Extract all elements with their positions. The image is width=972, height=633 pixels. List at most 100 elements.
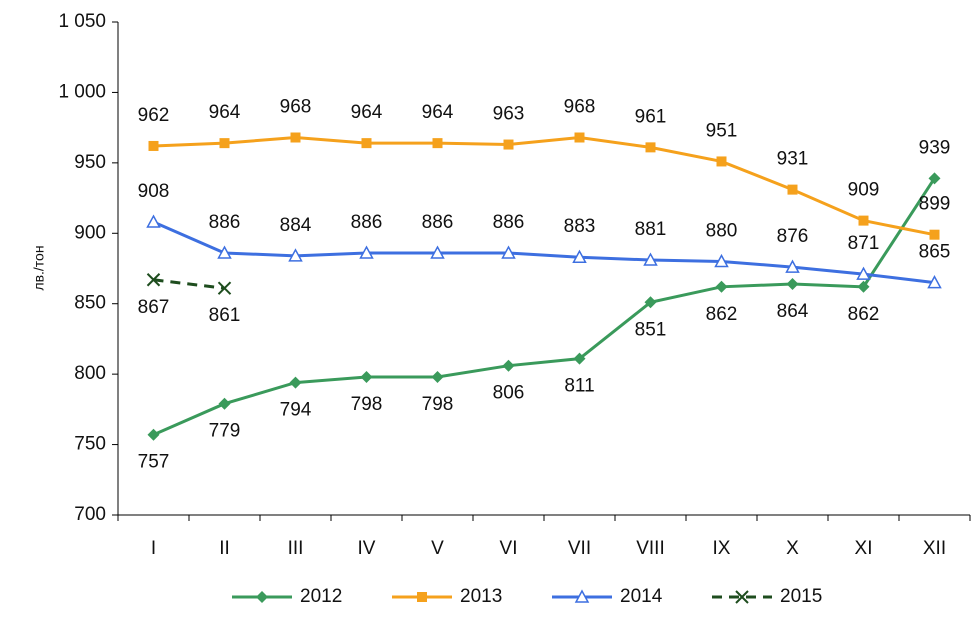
data-label: 881 xyxy=(635,219,667,240)
x-tick-label: XI xyxy=(855,538,873,559)
point xyxy=(432,138,443,149)
point xyxy=(146,214,161,228)
point xyxy=(217,245,232,259)
series-line xyxy=(153,278,225,290)
point xyxy=(574,589,590,603)
y-tick-label: 900 xyxy=(74,222,106,243)
point xyxy=(146,273,161,287)
data-label: 798 xyxy=(422,394,454,415)
data-label: 931 xyxy=(777,149,809,170)
data-label: 884 xyxy=(280,215,312,236)
data-label: 899 xyxy=(919,194,951,215)
point xyxy=(574,132,585,143)
data-label: 867 xyxy=(138,297,170,318)
point xyxy=(289,376,302,389)
point xyxy=(644,296,657,309)
data-label: 886 xyxy=(209,212,241,233)
x-tick-label: III xyxy=(288,538,304,559)
y-tick-label: 800 xyxy=(74,363,106,384)
point xyxy=(787,184,798,195)
x-tick-label: XII xyxy=(923,538,946,559)
point xyxy=(360,370,373,383)
data-label: 864 xyxy=(777,301,809,322)
point xyxy=(786,277,799,290)
point xyxy=(148,140,159,151)
y-tick-label: 1 000 xyxy=(58,81,106,102)
data-label: 880 xyxy=(706,220,738,241)
data-label: 779 xyxy=(209,421,241,442)
point xyxy=(715,280,728,293)
data-label: 968 xyxy=(280,97,312,118)
point xyxy=(503,139,514,150)
point xyxy=(572,249,587,263)
point xyxy=(430,245,445,259)
x-tick-label: IV xyxy=(358,538,376,559)
point xyxy=(147,428,160,441)
point xyxy=(501,245,516,259)
y-tick-label: 850 xyxy=(74,293,106,314)
data-label: 861 xyxy=(209,305,241,326)
data-label: 798 xyxy=(351,394,383,415)
data-label: 876 xyxy=(777,226,809,247)
x-tick-label: I xyxy=(151,538,156,559)
data-label: 964 xyxy=(422,102,454,123)
legend-label: 2012 xyxy=(300,586,342,607)
data-label: 871 xyxy=(848,233,880,254)
y-tick-label: 1 050 xyxy=(58,11,106,32)
point xyxy=(431,370,444,383)
point xyxy=(928,172,941,185)
x-tick-label: VII xyxy=(568,538,591,559)
point xyxy=(361,138,372,149)
data-label: 886 xyxy=(493,212,525,233)
point xyxy=(217,281,232,295)
series-line xyxy=(152,220,935,285)
data-label: 811 xyxy=(564,376,594,397)
point xyxy=(290,132,301,143)
data-label: 939 xyxy=(919,137,951,158)
point xyxy=(929,229,940,240)
point xyxy=(735,590,749,604)
point xyxy=(573,352,586,365)
point xyxy=(927,275,942,289)
y-tick-label: 700 xyxy=(74,504,106,525)
legend-label: 2014 xyxy=(620,586,663,607)
x-tick-label: X xyxy=(786,538,799,559)
point xyxy=(714,253,729,268)
data-label: 862 xyxy=(706,304,738,325)
data-label: 909 xyxy=(848,180,880,201)
point xyxy=(417,592,427,602)
point xyxy=(858,215,869,226)
point xyxy=(218,397,231,410)
point xyxy=(716,156,727,167)
point xyxy=(643,252,658,266)
series-line xyxy=(152,177,936,437)
y-tick-label: 950 xyxy=(74,152,106,173)
data-label: 964 xyxy=(351,102,383,123)
data-label: 886 xyxy=(422,212,454,233)
y-tick-label: 750 xyxy=(74,434,106,455)
data-label: 886 xyxy=(351,212,383,233)
point xyxy=(288,248,303,262)
point xyxy=(256,591,268,603)
point xyxy=(645,142,656,153)
data-label: 968 xyxy=(564,97,596,118)
data-label: 951 xyxy=(706,120,738,141)
data-label: 794 xyxy=(280,400,312,421)
x-tick-label: II xyxy=(219,538,230,559)
x-tick-label: VIII xyxy=(636,538,665,559)
legend-label: 2015 xyxy=(780,586,822,607)
data-label: 908 xyxy=(138,181,170,202)
data-label: 962 xyxy=(138,105,170,126)
data-label: 961 xyxy=(635,106,667,127)
point xyxy=(219,138,230,149)
series-line xyxy=(153,135,935,237)
data-label: 862 xyxy=(848,304,880,325)
point xyxy=(785,259,800,273)
data-label: 851 xyxy=(635,319,667,340)
data-label: 865 xyxy=(919,242,951,263)
legend-label: 2013 xyxy=(460,586,502,607)
point xyxy=(359,245,374,259)
y-axis-label: лв./тон xyxy=(31,245,47,290)
data-label: 806 xyxy=(493,383,525,404)
